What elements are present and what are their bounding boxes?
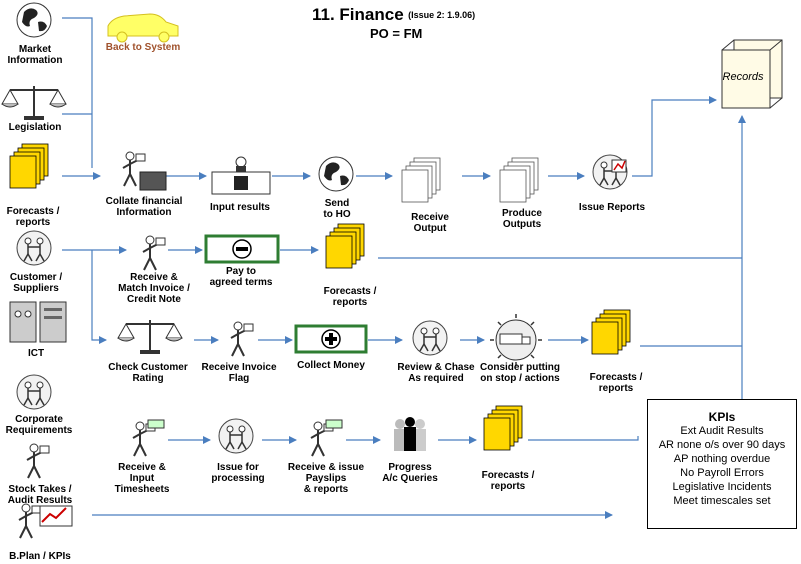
review-chase-globe-people-icon [412, 320, 448, 356]
forecasts-input-label: Forecasts / reports [6, 206, 60, 228]
stock-person-icon [26, 443, 50, 479]
legislation-scales-icon [1, 85, 67, 121]
forecasts-doc-stack-icon [9, 143, 49, 189]
kpi-item: Meet timescales set [673, 495, 771, 507]
check-rating-label: Check Customer Rating [108, 362, 188, 384]
receive-output-label: Receive Output [411, 212, 449, 234]
collect-money-label: Collect Money [297, 360, 365, 371]
input-results-label: Input results [209, 202, 270, 213]
title-issue: (Issue 2: 1.9.06) [408, 10, 476, 20]
kpi-box: KPIs Ext Audit Results AR none o/s over … [647, 399, 797, 529]
collect-money-plus-box-icon[interactable] [294, 324, 368, 354]
pay-label: Pay to agreed terms [209, 266, 273, 288]
receive-invoice-label: Receive Invoice Flag [201, 362, 277, 384]
send-globe-icon [318, 156, 354, 192]
back-to-system-car-icon[interactable] [107, 13, 179, 43]
receive-invoice-person-icon [230, 321, 254, 357]
send-label: Send to HO [323, 198, 351, 220]
consider-stop-label: Consider putting on stop / actions [480, 362, 560, 384]
legislation-label: Legislation [8, 122, 62, 133]
row4-forecasts-label: Forecasts / reports [481, 470, 535, 492]
issue-reports-label: Issue Reports [578, 202, 646, 213]
input-results-terminal-icon [211, 156, 271, 195]
kpi-item: AR none o/s over 90 days [658, 439, 786, 451]
pay-minus-box-icon[interactable] [204, 234, 280, 264]
issue-processing-label: Issue for processing [211, 462, 265, 484]
stock-label: Stock Takes / Audit Results [7, 484, 73, 506]
back-to-system-link[interactable]: Back to System [105, 42, 181, 53]
ict-label: ICT [27, 348, 45, 359]
consider-stop-truck-icon [490, 314, 542, 366]
market-globe-icon [16, 2, 52, 38]
customers-label: Customer / Suppliers [9, 272, 63, 294]
kpi-title: KPIs [708, 410, 736, 424]
kpi-item: Legislative Incidents [672, 481, 772, 493]
collate-label: Collate financial Information [105, 196, 183, 218]
records-label: Records [722, 71, 764, 83]
customers-globe-people-icon [16, 230, 52, 266]
receive-timesheets-person-icon [132, 419, 165, 457]
receive-payslips-label: Receive & issue Payslips & reports [287, 462, 365, 495]
collate-person-desk-icon [122, 151, 167, 191]
corporate-globe-people-icon [16, 374, 52, 410]
page-title: 11. Finance (Issue 2: 1.9.06) [312, 5, 475, 25]
row4-forecasts-doc-stack-icon [483, 405, 523, 451]
receive-timesheets-label: Receive & Input Timesheets [114, 462, 170, 495]
produce-outputs-label: Produce Outputs [501, 208, 542, 230]
review-chase-label: Review & Chase As required [397, 362, 475, 384]
bplan-label: B.Plan / KPIs [9, 551, 71, 562]
issue-processing-globe-people-icon [218, 418, 254, 454]
bplan-person-chart-icon [18, 503, 73, 539]
receive-payslips-person-icon [310, 419, 343, 457]
row3-forecasts-doc-stack-icon [591, 309, 631, 355]
progress-label: Progress A/c Queries [382, 462, 438, 484]
row2-forecasts-label: Forecasts / reports [323, 286, 377, 308]
receive-output-doc-stack-icon [401, 157, 441, 203]
row3-forecasts-label: Forecasts / reports [589, 372, 643, 394]
page-subtitle: PO = FM [370, 26, 423, 41]
kpi-item: Ext Audit Results [680, 425, 764, 437]
progress-group-icon [394, 417, 426, 451]
connectors [62, 17, 746, 519]
records-icon [721, 39, 783, 109]
kpi-item: No Payroll Errors [680, 467, 764, 479]
ict-server-icon [9, 301, 67, 343]
receive-match-person-icon [142, 235, 166, 271]
receive-match-label: Receive & Match Invoice / Credit Note [118, 272, 190, 305]
row2-forecasts-doc-stack-icon [325, 223, 365, 269]
produce-outputs-doc-stack-icon [499, 157, 539, 203]
market-label: Market Information [7, 44, 63, 66]
kpi-item: AP nothing overdue [673, 453, 771, 465]
title-main: 11. Finance [312, 5, 404, 24]
check-rating-scales-icon [117, 319, 183, 355]
issue-reports-globe-icon [592, 154, 628, 190]
corporate-label: Corporate Requirements [5, 414, 73, 436]
